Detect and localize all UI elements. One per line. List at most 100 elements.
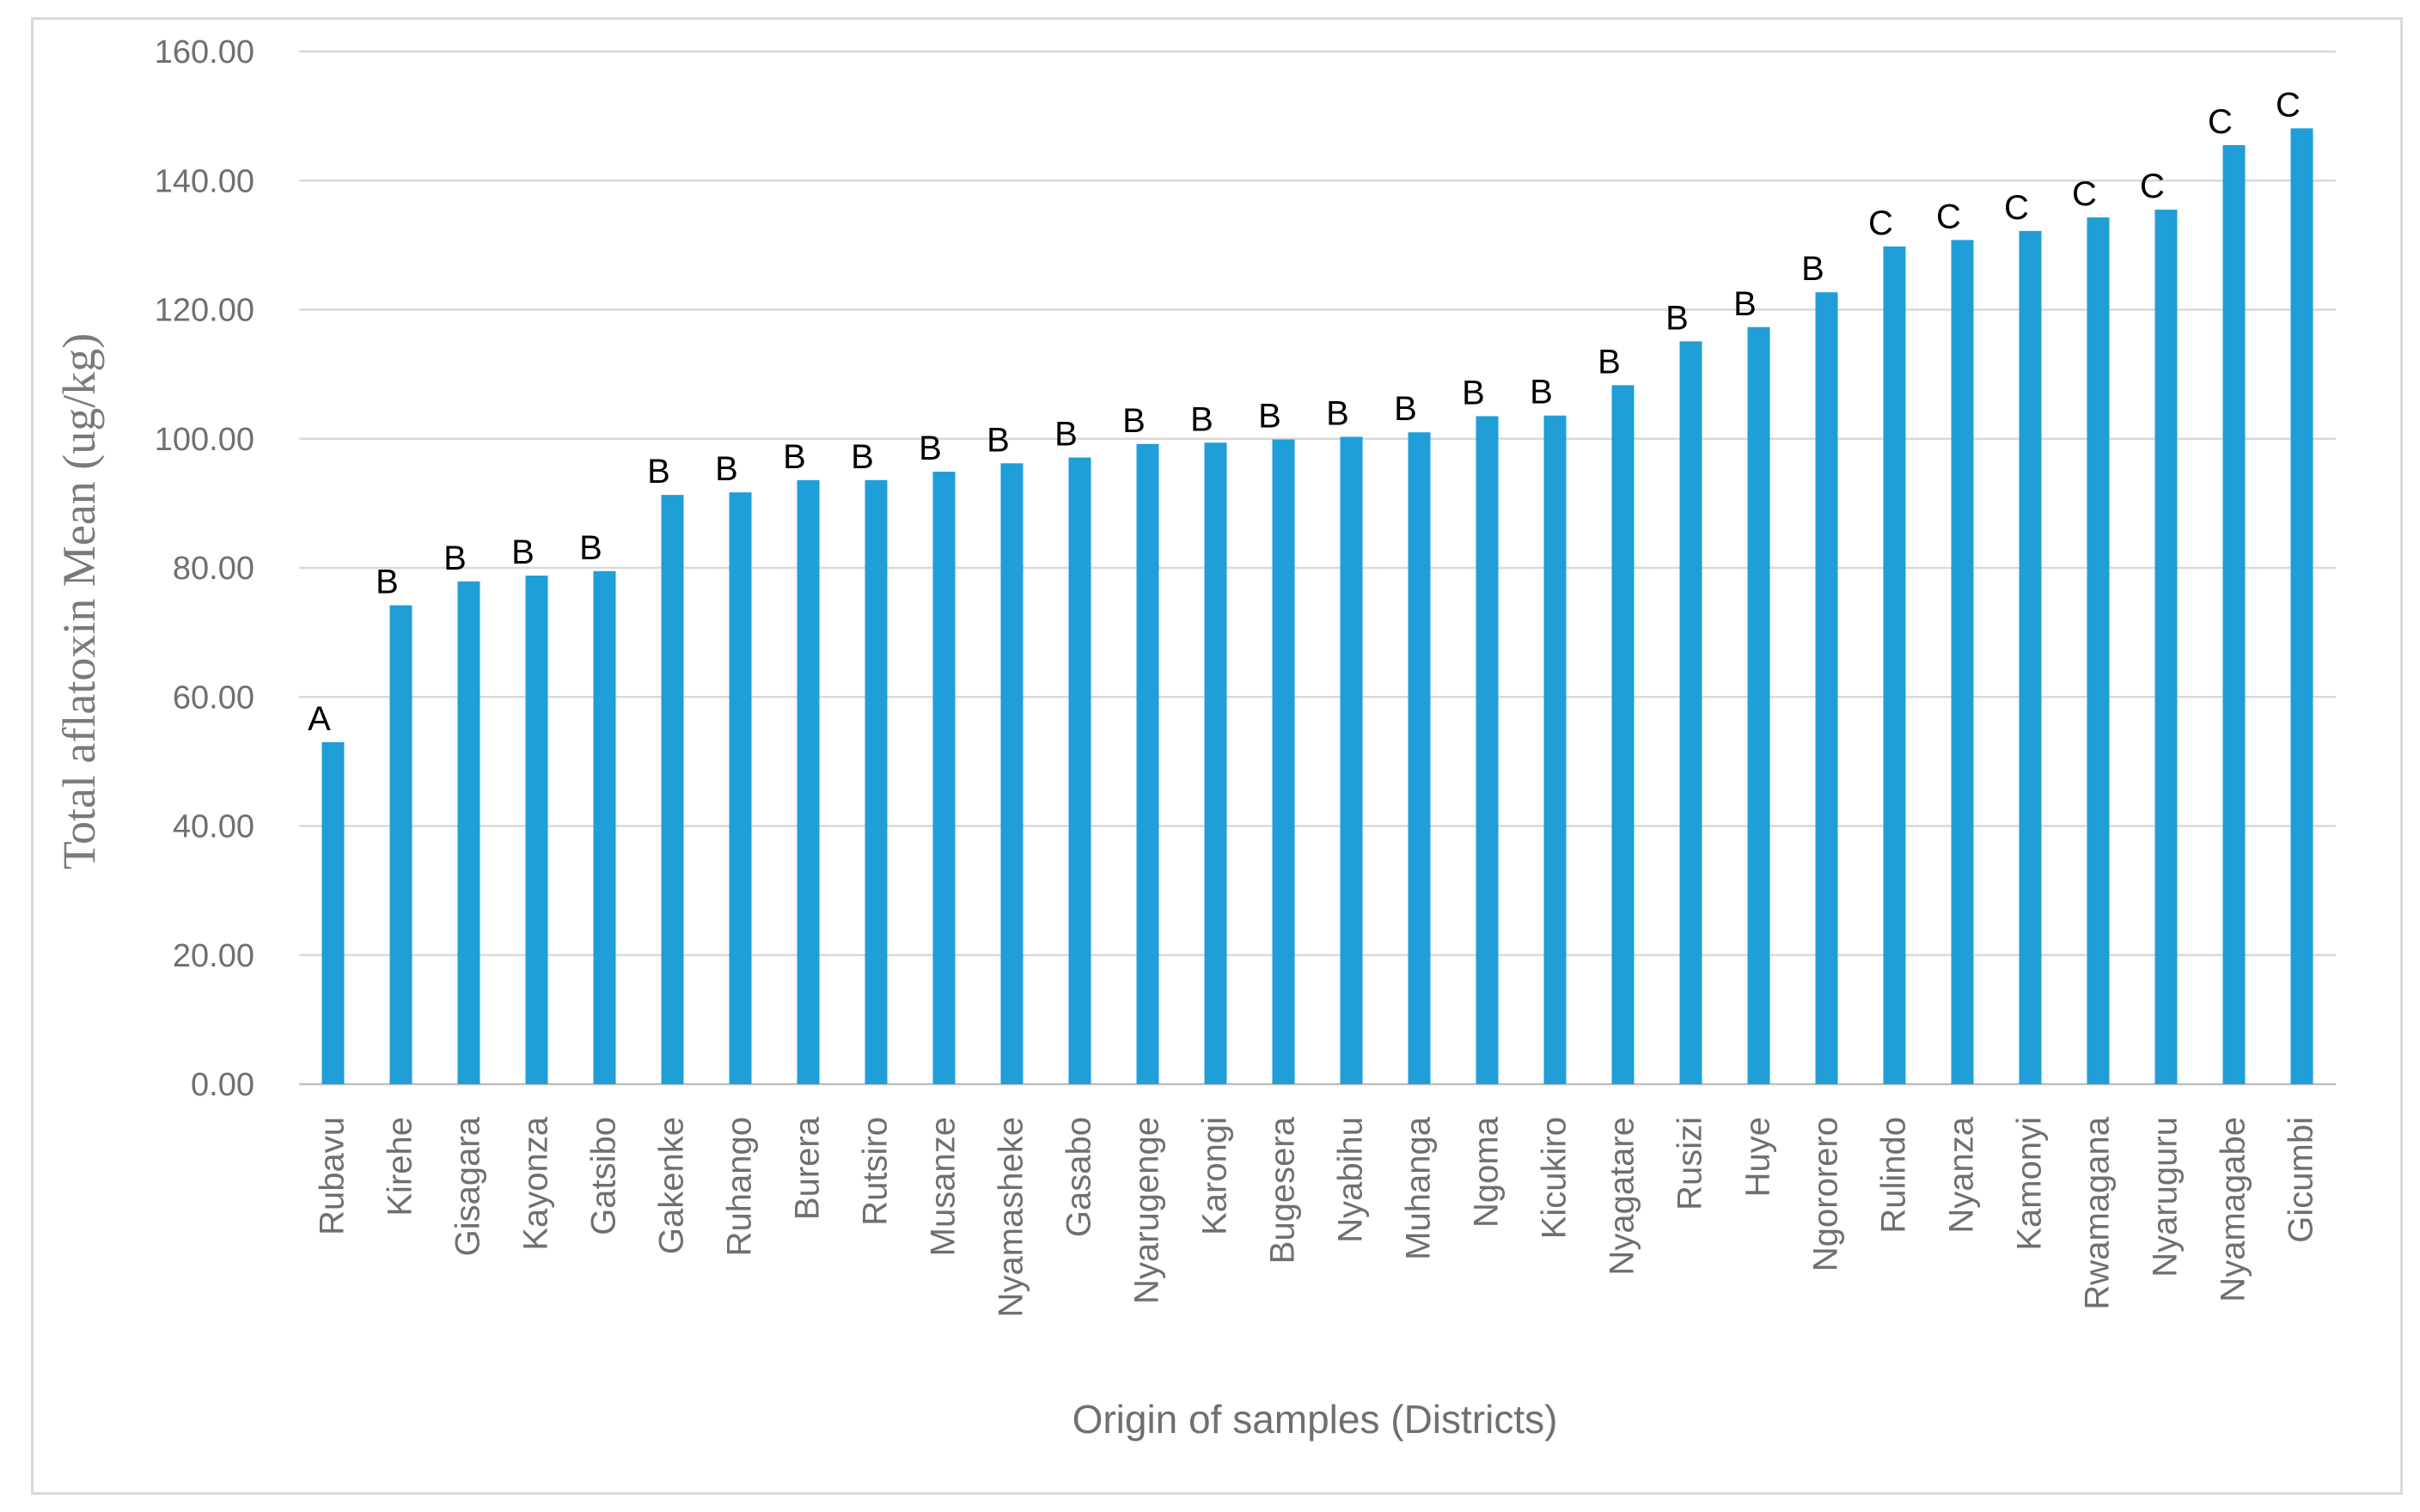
y-tick-label: 20.00 <box>173 938 254 974</box>
significance-labels: A B B B B B B B B B B B B B B B B B B B B B B C C C C C C C <box>308 86 2301 737</box>
x-tick-label: Burera <box>789 1116 827 1220</box>
bar-rwamagana <box>2087 217 2110 1085</box>
bar-rutsiro <box>865 479 888 1084</box>
x-tick-label: Nyaruguru <box>2147 1117 2185 1277</box>
bar-ruhango <box>729 492 752 1084</box>
significance-label: B <box>1394 390 1417 428</box>
significance-label: C <box>2004 189 2029 227</box>
bar-kamonyi <box>2019 230 2042 1084</box>
significance-label: B <box>579 529 602 567</box>
x-tick-label: Nyanza <box>1943 1116 1981 1233</box>
y-tick-label: 120.00 <box>155 293 254 329</box>
x-tick-label: Nyamasheke <box>993 1117 1030 1317</box>
x-tick-label: Gatsibo <box>585 1117 623 1235</box>
x-tick-label: Nyagatare <box>1604 1117 1641 1276</box>
bars <box>321 128 2313 1085</box>
significance-label: B <box>1462 374 1485 412</box>
bar-musanze <box>932 472 956 1084</box>
gridlines <box>299 50 2336 1086</box>
bar-kirehe <box>389 605 412 1084</box>
x-tick-label: Ngororero <box>1807 1117 1845 1271</box>
bar-rubavu <box>321 741 345 1084</box>
significance-label: B <box>1190 400 1213 438</box>
significance-label: C <box>2072 175 2097 213</box>
significance-label: B <box>715 450 738 488</box>
significance-label: C <box>2208 103 2233 141</box>
bar-nyamasheke <box>1000 463 1024 1084</box>
y-tick-label: 40.00 <box>173 809 254 845</box>
x-tick-label: Ngoma <box>1468 1116 1506 1228</box>
x-axis-labels: Rubavu Kirehe Gisagara Kayonza Gatsibo Gakenk… <box>314 1116 2320 1317</box>
y-tick-label: 100.00 <box>155 422 254 458</box>
bar-gicumbi <box>2290 128 2313 1085</box>
x-tick-label: Kicukiro <box>1536 1117 1574 1239</box>
significance-label: B <box>1326 394 1349 432</box>
x-tick-label: Rulindo <box>1875 1117 1913 1234</box>
significance-label: A <box>308 700 331 738</box>
y-tick-label: 140.00 <box>155 163 254 199</box>
significance-label: B <box>511 533 535 571</box>
x-tick-label: Gisagara <box>449 1116 487 1256</box>
x-tick-label: Nyarugenge <box>1128 1117 1166 1304</box>
x-axis-title: Origin of samples (Districts) <box>1072 1397 1558 1442</box>
bar-rulindo <box>1883 246 1906 1084</box>
x-tick-label: Nyabihu <box>1332 1117 1370 1243</box>
bar-gisagara <box>457 581 480 1084</box>
bar-nyabihu <box>1340 436 1363 1085</box>
x-tick-label: Huye <box>1739 1117 1777 1197</box>
significance-label: B <box>1733 285 1757 323</box>
bar-gakenke <box>661 495 684 1084</box>
significance-label: B <box>783 438 806 476</box>
bar-gatsibo <box>593 570 616 1084</box>
bar-burera <box>797 479 820 1084</box>
significance-label: B <box>1054 416 1078 454</box>
significance-label: B <box>851 438 874 476</box>
significance-label: B <box>1258 398 1281 436</box>
y-tick-label: 60.00 <box>173 680 254 716</box>
bar-karongi <box>1204 442 1227 1084</box>
significance-label: C <box>1868 204 1893 242</box>
significance-label: C <box>1936 198 1961 235</box>
bar-ngoma <box>1476 416 1499 1084</box>
significance-label: C <box>2140 168 2165 205</box>
x-tick-label: Kamonyi <box>2011 1117 2049 1251</box>
x-tick-label: Rutsiro <box>857 1117 895 1226</box>
bar-huye <box>1747 326 1770 1084</box>
significance-label: B <box>376 564 399 601</box>
x-tick-label: Musanze <box>925 1117 962 1256</box>
y-axis-ticks: 0.00 20.00 40.00 60.00 80.00 100.00 120.00 140.… <box>155 34 254 1103</box>
x-tick-label: Kayonza <box>517 1116 555 1250</box>
bar-nyanza <box>1951 240 1974 1084</box>
bar-muhanga <box>1408 432 1431 1084</box>
x-tick-label: Nyamagabe <box>2215 1117 2252 1302</box>
significance-label: B <box>1665 299 1689 337</box>
x-tick-label: Gicumbi <box>2282 1117 2320 1243</box>
significance-label: B <box>443 540 467 577</box>
x-tick-label: Bugesera <box>1264 1116 1302 1264</box>
significance-label: B <box>919 430 942 467</box>
x-tick-label: Rwamagana <box>2079 1116 2117 1309</box>
bar-ngororero <box>1815 292 1838 1084</box>
bar-nyarugenge <box>1136 443 1159 1084</box>
significance-label: B <box>1598 343 1621 381</box>
significance-label: B <box>1801 250 1824 288</box>
x-tick-label: Gasabo <box>1060 1117 1098 1237</box>
significance-label: B <box>647 453 670 491</box>
significance-label: B <box>987 421 1010 459</box>
bar-nyaruguru <box>2154 210 2178 1084</box>
bar-kicukiro <box>1543 415 1567 1085</box>
y-tick-label: 0.00 <box>191 1067 254 1103</box>
y-axis-title: Total aflatoxin Mean (ug/kg) <box>53 333 105 870</box>
significance-label: B <box>1122 402 1146 440</box>
x-tick-label: Rusizi <box>1671 1117 1709 1210</box>
x-tick-label: Muhanga <box>1400 1116 1438 1260</box>
bar-nyamagabe <box>2222 144 2246 1084</box>
y-tick-label: 160.00 <box>155 34 254 70</box>
y-tick-label: 80.00 <box>173 551 254 587</box>
x-tick-label: Ruhango <box>721 1117 759 1256</box>
bar-kayonza <box>525 576 548 1084</box>
significance-label: C <box>2276 86 2301 124</box>
x-tick-label: Gakenke <box>653 1117 691 1254</box>
bar-rusizi <box>1679 341 1702 1084</box>
